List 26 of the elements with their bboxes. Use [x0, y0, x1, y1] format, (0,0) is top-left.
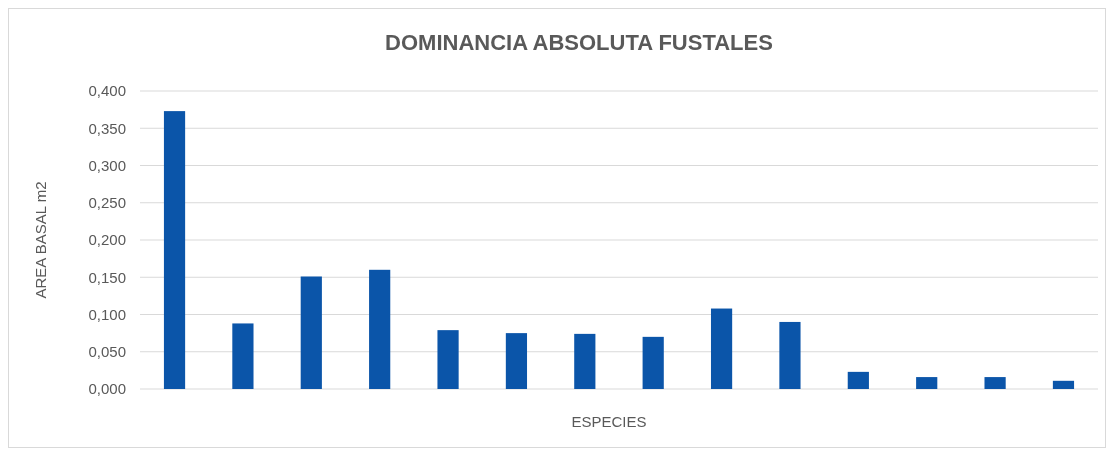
bar: [505, 333, 528, 389]
bar: [984, 377, 1006, 389]
bar: [437, 330, 459, 389]
y-tick-label: 0,300: [88, 156, 126, 174]
y-tick-label: 0,100: [88, 305, 126, 323]
bar: [779, 321, 801, 389]
y-tick-label: 0,350: [88, 119, 126, 137]
x-axis-title: ESPECIES: [571, 413, 647, 430]
bar: [642, 336, 664, 389]
bar: [574, 333, 596, 389]
chart-title: DOMINANCIA ABSOLUTA FUSTALES: [385, 30, 773, 55]
bar: [369, 269, 391, 389]
y-tick-label: 0,200: [88, 231, 126, 249]
bar: [847, 371, 869, 389]
bar: [1052, 380, 1075, 389]
bar: [710, 308, 733, 389]
y-tick-label: 0,250: [88, 194, 126, 211]
y-tick-label: 0,050: [88, 343, 126, 360]
bar: [300, 276, 322, 389]
y-tick-label: 0,000: [88, 380, 126, 398]
bar: [232, 323, 254, 389]
bar: [163, 111, 186, 389]
y-tick-label: 0,150: [88, 268, 126, 286]
y-axis-title: AREA BASAL m2: [32, 181, 49, 299]
y-tick-label: 0,400: [88, 82, 126, 100]
bar: [916, 377, 938, 389]
